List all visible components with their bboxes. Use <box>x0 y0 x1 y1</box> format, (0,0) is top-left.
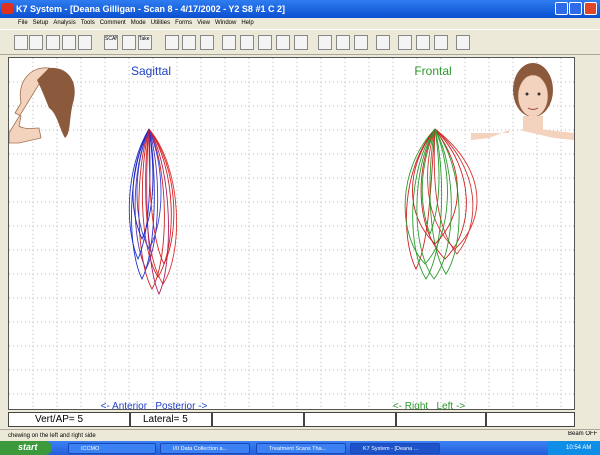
menu-item[interactable]: Mode <box>131 20 146 29</box>
toolbar: SCAN Take Data <box>0 29 600 55</box>
eye <box>526 93 529 96</box>
menu-item[interactable]: Comment <box>100 20 126 29</box>
menu-item[interactable]: Help <box>241 20 253 29</box>
toolbar-button[interactable] <box>376 35 390 50</box>
empty-field <box>304 412 396 427</box>
take-data-button[interactable]: Take Data <box>138 35 152 50</box>
empty-field <box>486 412 575 427</box>
menu-item[interactable]: Setup <box>33 20 49 29</box>
toolbar-button[interactable] <box>416 35 430 50</box>
toolbar-button[interactable] <box>29 35 43 50</box>
eye <box>538 93 541 96</box>
vert-ap-field: Vert/AP= 5 <box>8 412 130 427</box>
sagittal-label: Sagittal <box>131 64 171 78</box>
neck <box>523 116 543 130</box>
menu-item[interactable]: Utilities <box>151 20 170 29</box>
toolbar-button[interactable] <box>122 35 136 50</box>
frontal-axis-label: <- Right Left -> <box>393 401 465 410</box>
scan-button[interactable]: SCAN <box>104 35 118 50</box>
status-message: chewing on the left and right side <box>8 433 96 439</box>
frontal-head <box>471 63 574 140</box>
toolbar-button[interactable] <box>14 35 28 50</box>
toolbar-button[interactable] <box>240 35 254 50</box>
toolbar-button[interactable] <box>222 35 236 50</box>
menu-item[interactable]: Forms <box>175 20 192 29</box>
taskbar-button[interactable]: Treatment Scans Tha... <box>256 443 346 454</box>
menu-item[interactable]: File <box>18 20 28 29</box>
toolbar-button[interactable] <box>46 35 60 50</box>
lateral-field: Lateral= 5 <box>130 412 212 427</box>
maximize-button[interactable] <box>569 2 582 15</box>
taskbar-button[interactable]: K7 System - [Deana ... <box>350 443 440 454</box>
screen: K7 System - [Deana Gilligan - Scan 8 - 4… <box>0 0 600 455</box>
clock: 10:54 AM <box>566 445 591 451</box>
system-tray: 10:54 AM <box>548 441 600 455</box>
toolbar-button[interactable] <box>62 35 76 50</box>
toolbar-button[interactable] <box>354 35 368 50</box>
toolbar-button[interactable] <box>456 35 470 50</box>
toolbar-button[interactable] <box>276 35 290 50</box>
toolbar-button[interactable] <box>318 35 332 50</box>
jaw-trace <box>434 129 473 254</box>
toolbar-button[interactable] <box>165 35 179 50</box>
frontal-label: Frontal <box>414 64 451 78</box>
toolbar-button[interactable] <box>258 35 272 50</box>
empty-field <box>396 412 486 427</box>
taskbar-button[interactable]: ICCMO <box>68 443 156 454</box>
window-title: K7 System - [Deana Gilligan - Scan 8 - 4… <box>16 4 285 14</box>
sagittal-axis-label: <- Anterior Posterior -> <box>101 401 208 410</box>
toolbar-button[interactable] <box>200 35 214 50</box>
sagittal-head <box>9 68 75 143</box>
menu-item[interactable]: Tools <box>81 20 95 29</box>
status-bar: chewing on the left and right side <box>0 429 600 441</box>
start-button[interactable]: start <box>0 441 52 455</box>
menu-item[interactable]: View <box>197 20 210 29</box>
face <box>518 75 548 117</box>
beam-status: Beam OFF <box>568 431 597 437</box>
menu-item[interactable]: Analysis <box>53 20 75 29</box>
toolbar-button[interactable] <box>398 35 412 50</box>
minimize-button[interactable] <box>555 2 568 15</box>
menu-bar: File Setup Analysis Tools Comment Mode Utiliti… <box>0 18 600 29</box>
toolbar-button[interactable] <box>336 35 350 50</box>
empty-field <box>212 412 304 427</box>
hair <box>37 68 75 138</box>
taskbar-button[interactable]: I/II Data Collection a... <box>160 443 250 454</box>
toolbar-button[interactable] <box>294 35 308 50</box>
shoulders <box>471 128 509 140</box>
plot-area: Sagittal Frontal <- Anterior Posterior -… <box>8 57 575 410</box>
menu-item[interactable]: Window <box>215 20 236 29</box>
title-bar: K7 System - [Deana Gilligan - Scan 8 - 4… <box>0 0 600 18</box>
toolbar-button[interactable] <box>434 35 448 50</box>
close-button[interactable] <box>584 2 597 15</box>
app-icon <box>2 3 13 14</box>
toolbar-button[interactable] <box>182 35 196 50</box>
grid <box>9 58 575 410</box>
toolbar-button[interactable] <box>78 35 92 50</box>
